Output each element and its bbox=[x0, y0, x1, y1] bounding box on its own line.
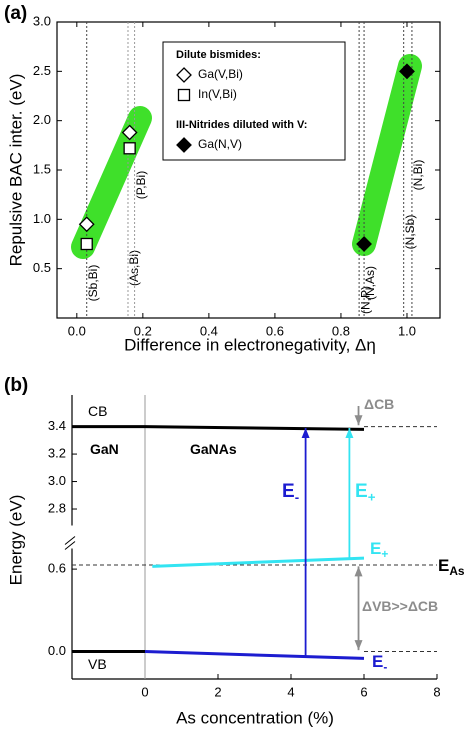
annotation-text: VB bbox=[88, 656, 107, 672]
annotation-text: CB bbox=[88, 403, 107, 419]
annotation: ΔCB bbox=[364, 396, 394, 412]
y-tick-label: 2.5 bbox=[33, 63, 51, 78]
ref-line-label: (N,P) bbox=[358, 286, 372, 314]
y-axis-title: Repulsive BAC inter. (eV) bbox=[6, 74, 25, 267]
axis-break bbox=[64, 541, 76, 550]
annotation: EAs bbox=[438, 556, 465, 578]
ref-line-label: (Sb,Bi) bbox=[86, 265, 100, 302]
annotation: GaN bbox=[90, 441, 119, 457]
annotation-text: GaNAs bbox=[190, 441, 237, 457]
annotation-text: E bbox=[370, 539, 381, 558]
y-tick-label: 2.0 bbox=[33, 112, 51, 127]
annotation-sub: + bbox=[381, 547, 388, 561]
arrow-head bbox=[301, 427, 310, 438]
y-tick-label: 3.2 bbox=[48, 446, 66, 461]
arrow bbox=[301, 427, 310, 656]
y-tick-label: 1.5 bbox=[33, 161, 51, 176]
y-tick-label: 2.8 bbox=[48, 500, 66, 515]
marker bbox=[80, 237, 93, 251]
marker bbox=[121, 124, 138, 141]
annotation: E- bbox=[372, 652, 387, 674]
axis-break bbox=[64, 536, 76, 545]
ref-line-label: (P,Bi) bbox=[134, 171, 148, 199]
legend-label: Ga(N,V) bbox=[198, 137, 242, 151]
y-tick-label: 1.0 bbox=[33, 211, 51, 226]
green-band bbox=[352, 54, 422, 256]
legend-marker bbox=[177, 88, 191, 102]
x-tick-label: 1.0 bbox=[398, 323, 416, 338]
y-tick-label: 0.6 bbox=[48, 561, 66, 576]
arrow-head bbox=[354, 640, 363, 651]
annotation: ΔVB>>ΔCB bbox=[362, 598, 438, 614]
x-tick-label: 0.4 bbox=[200, 323, 218, 338]
y-tick-label: 0.5 bbox=[33, 260, 51, 275]
legend-heading: Dilute bismides: bbox=[176, 49, 261, 61]
y-tick-label: 3.4 bbox=[48, 418, 66, 433]
ref-line-label: (N,Bi) bbox=[411, 160, 425, 191]
panel-label: (b) bbox=[4, 375, 28, 396]
y-tick-label: 0.0 bbox=[48, 643, 66, 658]
x-axis-title: As concentration (%) bbox=[176, 708, 334, 727]
annotation-sub: - bbox=[295, 489, 299, 504]
annotation-text: E bbox=[355, 481, 368, 502]
arrow bbox=[354, 566, 363, 651]
x-tick-label: 0.8 bbox=[332, 323, 350, 338]
x-tick-label: 0.2 bbox=[134, 323, 152, 338]
annotation-text: E bbox=[438, 556, 449, 575]
annotation-text: GaN bbox=[90, 441, 119, 457]
annotation-sub: As bbox=[449, 564, 465, 578]
annotation: E+ bbox=[355, 481, 376, 504]
annotation-sub: - bbox=[383, 660, 387, 674]
ref-line-label: (N,Sb) bbox=[403, 215, 417, 250]
marker bbox=[399, 63, 415, 80]
arrow-head bbox=[354, 415, 363, 426]
band-line bbox=[144, 425, 365, 431]
annotation: GaNAs bbox=[190, 441, 237, 457]
legend-heading: III-Nitrides diluted with V: bbox=[176, 119, 307, 131]
x-tick-label: 2 bbox=[214, 684, 221, 699]
band-line bbox=[152, 556, 365, 568]
annotation-sub: + bbox=[368, 489, 376, 504]
ref-line-label: (N,As) bbox=[363, 266, 377, 300]
y-axis-title: Energy (eV) bbox=[6, 495, 25, 586]
x-tick-label: 0.6 bbox=[266, 323, 284, 338]
panel-label: (a) bbox=[4, 3, 27, 24]
band-line bbox=[144, 650, 365, 660]
x-tick-label: 0 bbox=[141, 684, 148, 699]
marker bbox=[123, 142, 136, 155]
y-tick-label: 3.0 bbox=[33, 13, 51, 28]
marker bbox=[356, 236, 372, 252]
arrow-head bbox=[354, 566, 363, 577]
x-axis-title: Difference in electronegativity, Δη bbox=[124, 335, 376, 354]
y-tick-label: 3.0 bbox=[48, 473, 66, 488]
legend-label: Ga(V,Bi) bbox=[198, 67, 243, 81]
annotation-text: ΔCB bbox=[364, 396, 394, 412]
arrow bbox=[345, 427, 354, 560]
marker bbox=[78, 216, 95, 233]
annotation-text: E bbox=[282, 481, 295, 502]
legend-label: In(V,Bi) bbox=[198, 87, 237, 101]
legend-marker bbox=[176, 137, 192, 153]
annotation: E+ bbox=[370, 539, 388, 561]
legend-box bbox=[162, 41, 346, 161]
annotation: VB bbox=[88, 656, 107, 672]
arrow bbox=[354, 405, 363, 426]
annotation: E- bbox=[282, 481, 299, 504]
annotation-text: ΔVB>>ΔCB bbox=[362, 598, 438, 614]
x-tick-label: 4 bbox=[287, 684, 294, 699]
annotation-text: E bbox=[372, 652, 383, 671]
x-tick-label: 0.0 bbox=[68, 323, 86, 338]
legend-marker bbox=[176, 67, 192, 83]
x-tick-label: 6 bbox=[360, 684, 367, 699]
annotation: CB bbox=[88, 403, 107, 419]
x-tick-label: 8 bbox=[433, 684, 440, 699]
arrow-head bbox=[345, 427, 354, 438]
